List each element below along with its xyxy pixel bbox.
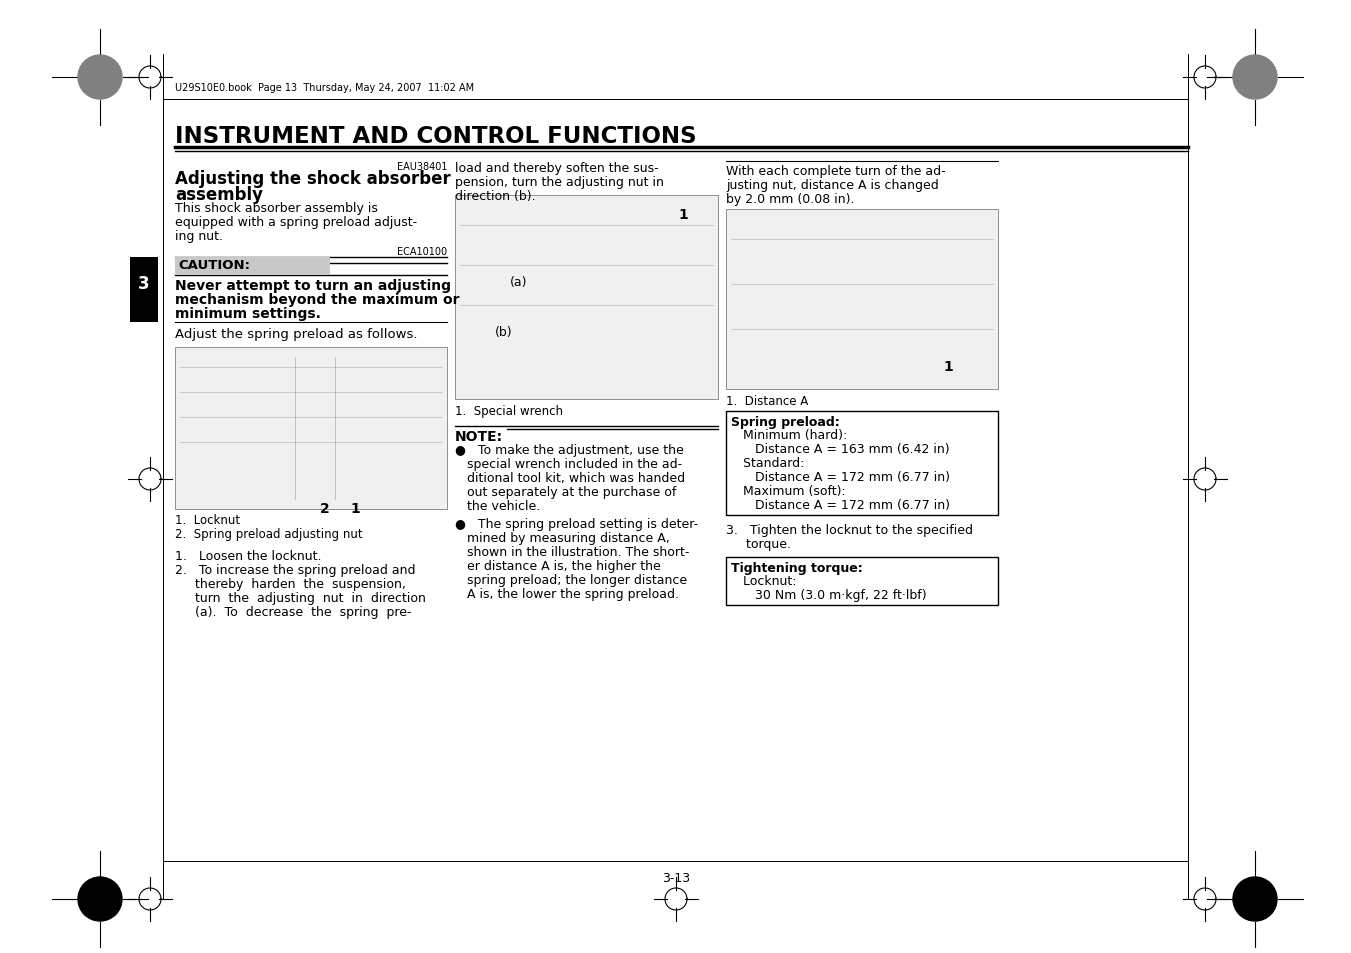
Text: This shock absorber assembly is: This shock absorber assembly is (176, 202, 378, 214)
Text: spring preload; the longer distance: spring preload; the longer distance (455, 574, 688, 586)
Text: 2.  Spring preload adjusting nut: 2. Spring preload adjusting nut (176, 527, 362, 540)
Text: 30 Nm (3.0 m·kgf, 22 ft·lbf): 30 Nm (3.0 m·kgf, 22 ft·lbf) (731, 588, 927, 601)
Circle shape (1233, 877, 1277, 921)
Text: (a).  To  decrease  the  spring  pre-: (a). To decrease the spring pre- (176, 605, 412, 618)
Text: 1.   Loosen the locknut.: 1. Loosen the locknut. (176, 550, 322, 562)
Text: Never attempt to turn an adjusting: Never attempt to turn an adjusting (176, 278, 451, 293)
Bar (176, 348, 447, 510)
Text: 1.  Special wrench: 1. Special wrench (455, 405, 563, 417)
Text: (b): (b) (494, 326, 512, 338)
Text: torque.: torque. (725, 537, 790, 551)
Bar (455, 195, 717, 399)
Text: Distance A = 163 mm (6.42 in): Distance A = 163 mm (6.42 in) (731, 442, 950, 456)
Text: 1.  Locknut: 1. Locknut (176, 514, 240, 526)
Text: mined by measuring distance A,: mined by measuring distance A, (455, 532, 670, 544)
Text: ing nut.: ing nut. (176, 230, 223, 243)
Text: 2.   To increase the spring preload and: 2. To increase the spring preload and (176, 563, 416, 577)
Bar (725, 210, 998, 390)
Text: U29S10E0.book  Page 13  Thursday, May 24, 2007  11:02 AM: U29S10E0.book Page 13 Thursday, May 24, … (176, 83, 474, 92)
Text: Adjust the spring preload as follows.: Adjust the spring preload as follows. (176, 328, 417, 340)
Text: justing nut, distance A is changed: justing nut, distance A is changed (725, 179, 939, 192)
Text: out separately at the purchase of: out separately at the purchase of (455, 485, 677, 498)
Text: Maximum (soft):: Maximum (soft): (731, 484, 846, 497)
Text: Standard:: Standard: (731, 456, 804, 470)
Bar (130, 257, 158, 323)
Text: NOTE:: NOTE: (455, 430, 503, 443)
Text: Tightening torque:: Tightening torque: (731, 561, 863, 575)
Text: Minimum (hard):: Minimum (hard): (731, 429, 847, 441)
Text: load and thereby soften the sus-: load and thereby soften the sus- (455, 162, 659, 174)
Text: Locknut:: Locknut: (731, 575, 797, 587)
Text: turn  the  adjusting  nut  in  direction: turn the adjusting nut in direction (176, 592, 426, 604)
Circle shape (78, 56, 122, 100)
Text: thereby  harden  the  suspension,: thereby harden the suspension, (176, 578, 405, 590)
Text: ●   The spring preload setting is deter-: ● The spring preload setting is deter- (455, 517, 698, 531)
Text: minimum settings.: minimum settings. (176, 307, 322, 320)
Text: Distance A = 172 mm (6.77 in): Distance A = 172 mm (6.77 in) (731, 498, 950, 512)
Text: (a): (a) (509, 275, 527, 289)
Text: Adjusting the shock absorber: Adjusting the shock absorber (176, 170, 451, 188)
Text: 3: 3 (138, 274, 150, 293)
Text: A is, the lower the spring preload.: A is, the lower the spring preload. (455, 587, 680, 600)
Text: er distance A is, the higher the: er distance A is, the higher the (455, 559, 661, 573)
Text: INSTRUMENT AND CONTROL FUNCTIONS: INSTRUMENT AND CONTROL FUNCTIONS (176, 125, 697, 148)
Text: ditional tool kit, which was handed: ditional tool kit, which was handed (455, 472, 685, 484)
Text: EAU38401: EAU38401 (396, 162, 447, 172)
Text: 1: 1 (350, 501, 359, 516)
Text: Spring preload:: Spring preload: (731, 416, 840, 429)
Text: shown in the illustration. The short-: shown in the illustration. The short- (455, 545, 689, 558)
Text: ECA10100: ECA10100 (397, 247, 447, 256)
Text: assembly: assembly (176, 186, 263, 204)
Text: the vehicle.: the vehicle. (455, 499, 540, 513)
Text: With each complete turn of the ad-: With each complete turn of the ad- (725, 165, 946, 178)
Text: ●   To make the adjustment, use the: ● To make the adjustment, use the (455, 443, 684, 456)
Bar (725, 412, 998, 516)
Text: Distance A = 172 mm (6.77 in): Distance A = 172 mm (6.77 in) (731, 471, 950, 483)
Text: 1.  Distance A: 1. Distance A (725, 395, 808, 408)
Text: pension, turn the adjusting nut in: pension, turn the adjusting nut in (455, 175, 663, 189)
Text: CAUTION:: CAUTION: (178, 258, 250, 272)
Text: mechanism beyond the maximum or: mechanism beyond the maximum or (176, 293, 459, 307)
Text: by 2.0 mm (0.08 in).: by 2.0 mm (0.08 in). (725, 193, 854, 206)
Text: 3-13: 3-13 (662, 871, 690, 884)
Circle shape (78, 877, 122, 921)
Text: direction (b).: direction (b). (455, 190, 535, 203)
Text: 1: 1 (678, 208, 688, 222)
Text: 1: 1 (943, 359, 952, 374)
Text: 3.   Tighten the locknut to the specified: 3. Tighten the locknut to the specified (725, 523, 973, 537)
Circle shape (1233, 56, 1277, 100)
Text: 2: 2 (320, 501, 330, 516)
Bar (725, 558, 998, 605)
Text: special wrench included in the ad-: special wrench included in the ad- (455, 457, 682, 471)
Text: equipped with a spring preload adjust-: equipped with a spring preload adjust- (176, 215, 417, 229)
Bar (176, 257, 330, 275)
